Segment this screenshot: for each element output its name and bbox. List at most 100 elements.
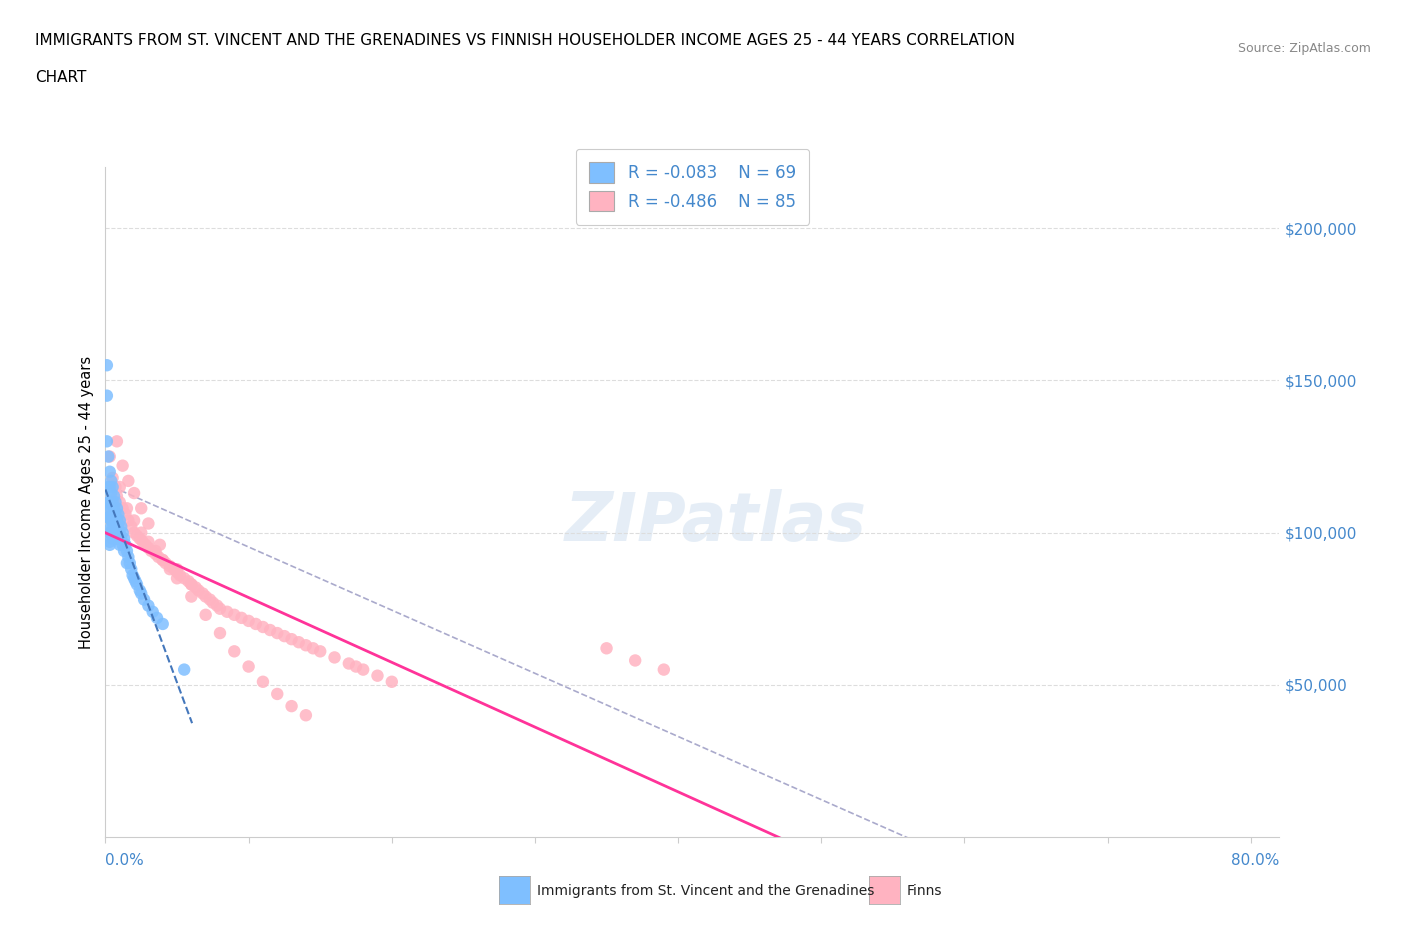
- Point: [142, 604, 165, 619]
- Text: Finns: Finns: [907, 884, 942, 898]
- Point: [118, 555, 141, 570]
- Point: [107, 519, 129, 534]
- Point: [100, 485, 122, 500]
- Point: [252, 674, 274, 689]
- Point: [122, 513, 145, 528]
- Point: [108, 538, 131, 552]
- Point: [180, 577, 202, 591]
- Point: [155, 555, 177, 570]
- Point: [100, 473, 122, 488]
- Point: [100, 513, 122, 528]
- Point: [184, 580, 207, 595]
- Point: [108, 525, 131, 540]
- Point: [101, 480, 124, 495]
- Point: [323, 650, 346, 665]
- Point: [124, 574, 146, 589]
- Point: [595, 641, 617, 656]
- Point: [115, 555, 138, 570]
- Point: [117, 550, 139, 565]
- Point: [129, 586, 152, 601]
- Point: [112, 531, 135, 546]
- Point: [101, 519, 124, 534]
- Point: [280, 698, 302, 713]
- Point: [104, 531, 127, 546]
- Point: [198, 592, 221, 607]
- Text: ZIPatlas: ZIPatlas: [565, 489, 868, 555]
- Point: [110, 531, 132, 546]
- Point: [129, 501, 152, 516]
- Point: [224, 644, 246, 658]
- Point: [122, 571, 145, 586]
- Point: [131, 535, 153, 550]
- Point: [111, 458, 134, 473]
- Point: [138, 598, 160, 613]
- Point: [128, 531, 150, 546]
- Text: CHART: CHART: [35, 70, 87, 85]
- Point: [177, 574, 200, 589]
- Text: Immigrants from St. Vincent and the Grenadines: Immigrants from St. Vincent and the Gren…: [537, 884, 875, 898]
- Point: [259, 622, 281, 637]
- Point: [115, 543, 138, 558]
- Point: [114, 538, 136, 552]
- Point: [101, 495, 124, 510]
- Point: [103, 501, 125, 516]
- Point: [100, 525, 122, 540]
- Point: [97, 501, 120, 516]
- Point: [117, 473, 139, 488]
- Point: [152, 617, 174, 631]
- Point: [111, 538, 134, 552]
- Point: [96, 358, 118, 373]
- Point: [125, 528, 148, 543]
- Point: [166, 571, 188, 586]
- Point: [107, 531, 129, 546]
- Point: [624, 653, 647, 668]
- Point: [117, 513, 139, 528]
- Point: [98, 495, 121, 510]
- Point: [280, 631, 302, 646]
- Point: [111, 525, 134, 540]
- Point: [166, 565, 188, 579]
- Point: [337, 656, 360, 671]
- Point: [652, 662, 675, 677]
- Point: [149, 538, 172, 552]
- Point: [252, 619, 274, 634]
- Point: [145, 543, 167, 558]
- Point: [97, 480, 120, 495]
- Point: [245, 617, 267, 631]
- Point: [138, 535, 160, 550]
- Point: [309, 644, 332, 658]
- Point: [103, 525, 125, 540]
- Point: [122, 485, 145, 500]
- Point: [105, 513, 128, 528]
- Point: [103, 488, 125, 503]
- Point: [97, 495, 120, 510]
- Text: IMMIGRANTS FROM ST. VINCENT AND THE GRENADINES VS FINNISH HOUSEHOLDER INCOME AGE: IMMIGRANTS FROM ST. VINCENT AND THE GREN…: [35, 33, 1015, 47]
- Point: [146, 610, 169, 625]
- Point: [381, 674, 404, 689]
- Point: [287, 635, 309, 650]
- Point: [98, 538, 121, 552]
- Point: [344, 659, 367, 674]
- Point: [266, 626, 288, 641]
- Point: [302, 641, 325, 656]
- Point: [114, 507, 136, 522]
- Y-axis label: Householder Income Ages 25 - 44 years: Householder Income Ages 25 - 44 years: [79, 355, 94, 649]
- Point: [107, 507, 129, 522]
- Point: [104, 507, 127, 522]
- Point: [138, 540, 160, 555]
- Point: [187, 583, 209, 598]
- Point: [138, 516, 160, 531]
- Point: [115, 501, 138, 516]
- Point: [129, 525, 152, 540]
- Point: [96, 388, 118, 403]
- Point: [180, 577, 202, 591]
- Point: [194, 589, 217, 604]
- Point: [121, 568, 143, 583]
- Point: [163, 562, 186, 577]
- Point: [148, 550, 170, 565]
- Legend: R = -0.083    N = 69, R = -0.486    N = 85: R = -0.083 N = 69, R = -0.486 N = 85: [576, 149, 808, 225]
- Point: [120, 519, 142, 534]
- Point: [201, 595, 224, 610]
- Point: [103, 513, 125, 528]
- Point: [108, 480, 131, 495]
